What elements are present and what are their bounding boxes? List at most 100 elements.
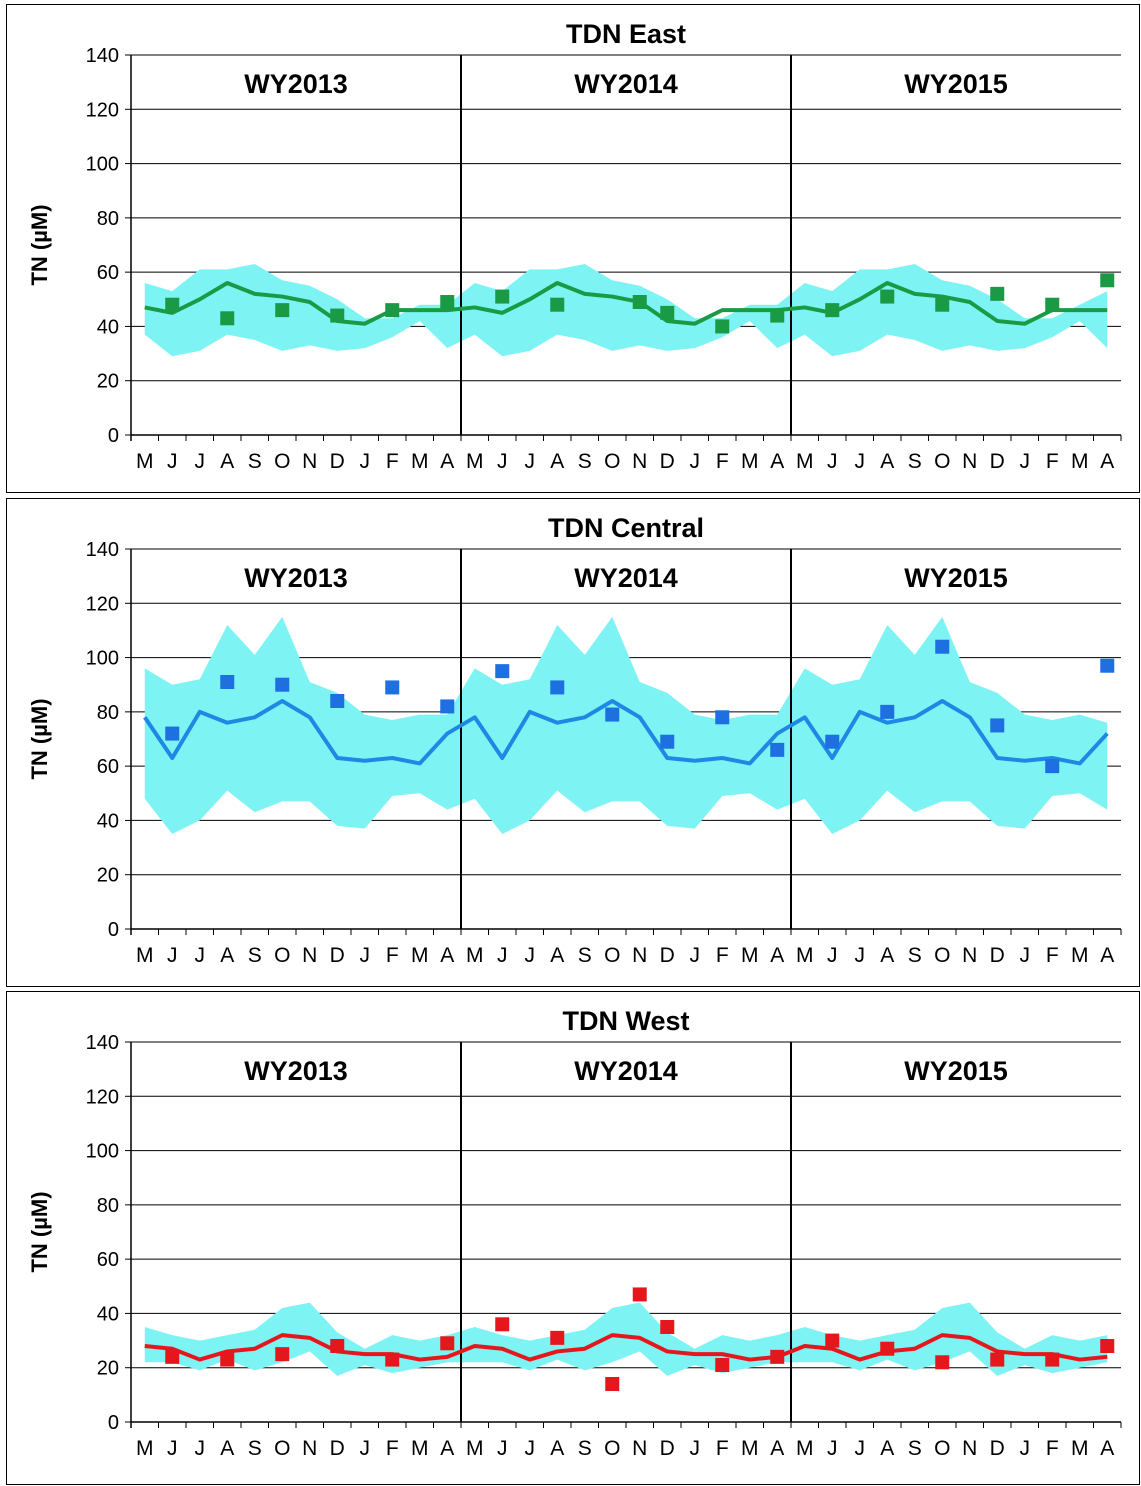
y-tick-label: 40 — [97, 1303, 119, 1325]
x-tick-label: O — [604, 944, 620, 967]
series-2-data-point — [330, 308, 345, 323]
x-tick-label: J — [1020, 450, 1031, 473]
x-tick-label: F — [1046, 450, 1059, 473]
series-2-data-point — [440, 295, 455, 309]
x-tick-label: O — [274, 450, 290, 473]
x-tick-label: D — [330, 1437, 345, 1460]
series-2-data-point — [275, 1347, 290, 1362]
x-tick-label: F — [716, 1437, 729, 1460]
x-tick-label: A — [1100, 450, 1114, 473]
y-tick-label: 100 — [86, 648, 119, 670]
x-tick-label: J — [827, 450, 838, 473]
x-tick-label: D — [990, 450, 1005, 473]
series-2-data-point — [440, 1336, 455, 1351]
x-tick-label: N — [302, 944, 317, 967]
x-tick-label: M — [136, 944, 154, 967]
x-tick-label: N — [632, 1437, 647, 1460]
x-tick-label: J — [497, 1437, 508, 1460]
series-2-data-point — [715, 319, 730, 334]
x-tick-label: J — [690, 944, 701, 967]
series-2-data-point — [880, 1341, 895, 1356]
x-tick-label: J — [360, 1437, 371, 1460]
x-tick-label: M — [741, 944, 759, 967]
x-tick-label: O — [274, 1437, 290, 1460]
water-year-label: WY2015 — [904, 1056, 1008, 1086]
series-2-data-point — [440, 699, 455, 714]
chart-panel-central: TDN Central 0 20 40 60 80 100 120 140 WY2013 WY201… — [6, 498, 1140, 987]
series-0-range-band — [144, 264, 1108, 357]
plot-area — [131, 55, 1121, 435]
x-tick-label: J — [855, 1437, 866, 1460]
x-tick-label: D — [660, 450, 675, 473]
series-2-data-point — [632, 1287, 647, 1302]
x-tick-label: J — [497, 450, 508, 473]
water-year-label: WY2014 — [574, 563, 678, 593]
x-tick-label: A — [220, 944, 234, 967]
x-tick-label: S — [578, 450, 592, 473]
x-tick-label: O — [604, 450, 620, 473]
x-tick-label: S — [908, 450, 922, 473]
series-2-data-point — [385, 303, 400, 318]
chart-svg-central: TDN Central 0 20 40 60 80 100 120 140 WY2013 WY201… — [27, 513, 1122, 967]
water-year-label: WY2013 — [244, 1056, 348, 1086]
series-2-data-point — [1045, 759, 1060, 774]
x-tick-label: S — [578, 1437, 592, 1460]
series-1-median-line — [144, 1333, 1108, 1362]
x-tick-label: S — [248, 1437, 262, 1460]
x-tick-label: S — [908, 1437, 922, 1460]
y-axis-label: TN (µM) — [27, 1191, 52, 1272]
chart-svg-east: TDN East 0 20 40 60 80 100 120 140 WY2013 WY2014 WY… — [27, 19, 1122, 473]
series-2-data-point — [660, 305, 675, 320]
series-2-data-point — [1045, 297, 1060, 312]
x-tick-label: J — [360, 944, 371, 967]
x-tick-label: J — [525, 944, 536, 967]
series-2-data-point — [825, 734, 840, 749]
y-tick-label: 40 — [97, 316, 119, 338]
x-tick-label: M — [466, 1437, 484, 1460]
series-2-data-point — [632, 295, 647, 309]
x-tick-label: J — [360, 450, 371, 473]
x-tick-label: A — [880, 944, 894, 967]
x-tick-label: J — [497, 944, 508, 967]
y-tick-label: 80 — [97, 1195, 119, 1217]
series-2-data-point — [770, 1349, 785, 1364]
series-2-data-point — [605, 707, 620, 722]
y-tick-label: 140 — [86, 45, 119, 67]
y-tick-label: 60 — [97, 262, 119, 284]
x-tick-label: M — [466, 450, 484, 473]
x-tick-label: M — [796, 1437, 814, 1460]
series-2-data-point — [165, 726, 180, 741]
series-2-data-point — [550, 1330, 565, 1345]
y-tick-label: 20 — [97, 865, 119, 887]
x-tick-label: A — [440, 450, 454, 473]
y-tick-label: 0 — [108, 919, 119, 941]
series-2-data-point — [935, 1355, 950, 1370]
series-2-data-point — [275, 303, 290, 318]
x-tick-label: F — [386, 944, 399, 967]
plot-area — [131, 1042, 1121, 1422]
y-tick-label: 140 — [86, 539, 119, 561]
y-tick-label: 40 — [97, 810, 119, 832]
series-2-data-point — [715, 710, 730, 725]
x-tick-label: N — [962, 944, 977, 967]
x-tick-label: A — [1100, 944, 1114, 967]
x-tick-label: D — [660, 1437, 675, 1460]
series-1-median-line — [143, 699, 1109, 766]
series-2-data-point — [385, 1352, 400, 1367]
water-year-label: WY2014 — [574, 1056, 678, 1086]
series-2-data-point — [605, 1377, 620, 1391]
series-2-data-point — [1100, 658, 1115, 673]
x-tick-label: M — [411, 944, 429, 967]
x-tick-label: A — [550, 450, 564, 473]
x-tick-label: N — [302, 1437, 317, 1460]
x-tick-label: M — [411, 1437, 429, 1460]
y-tick-label: 120 — [86, 1086, 119, 1108]
x-tick-label: M — [466, 944, 484, 967]
series-2-data-point — [550, 297, 565, 312]
series-2-data-point — [990, 718, 1005, 733]
series-2-data-point — [1100, 273, 1115, 288]
series-2-data-point — [990, 1352, 1005, 1367]
x-tick-label: J — [1020, 944, 1031, 967]
x-tick-label: A — [1100, 1437, 1114, 1460]
water-year-label: WY2013 — [244, 563, 348, 593]
